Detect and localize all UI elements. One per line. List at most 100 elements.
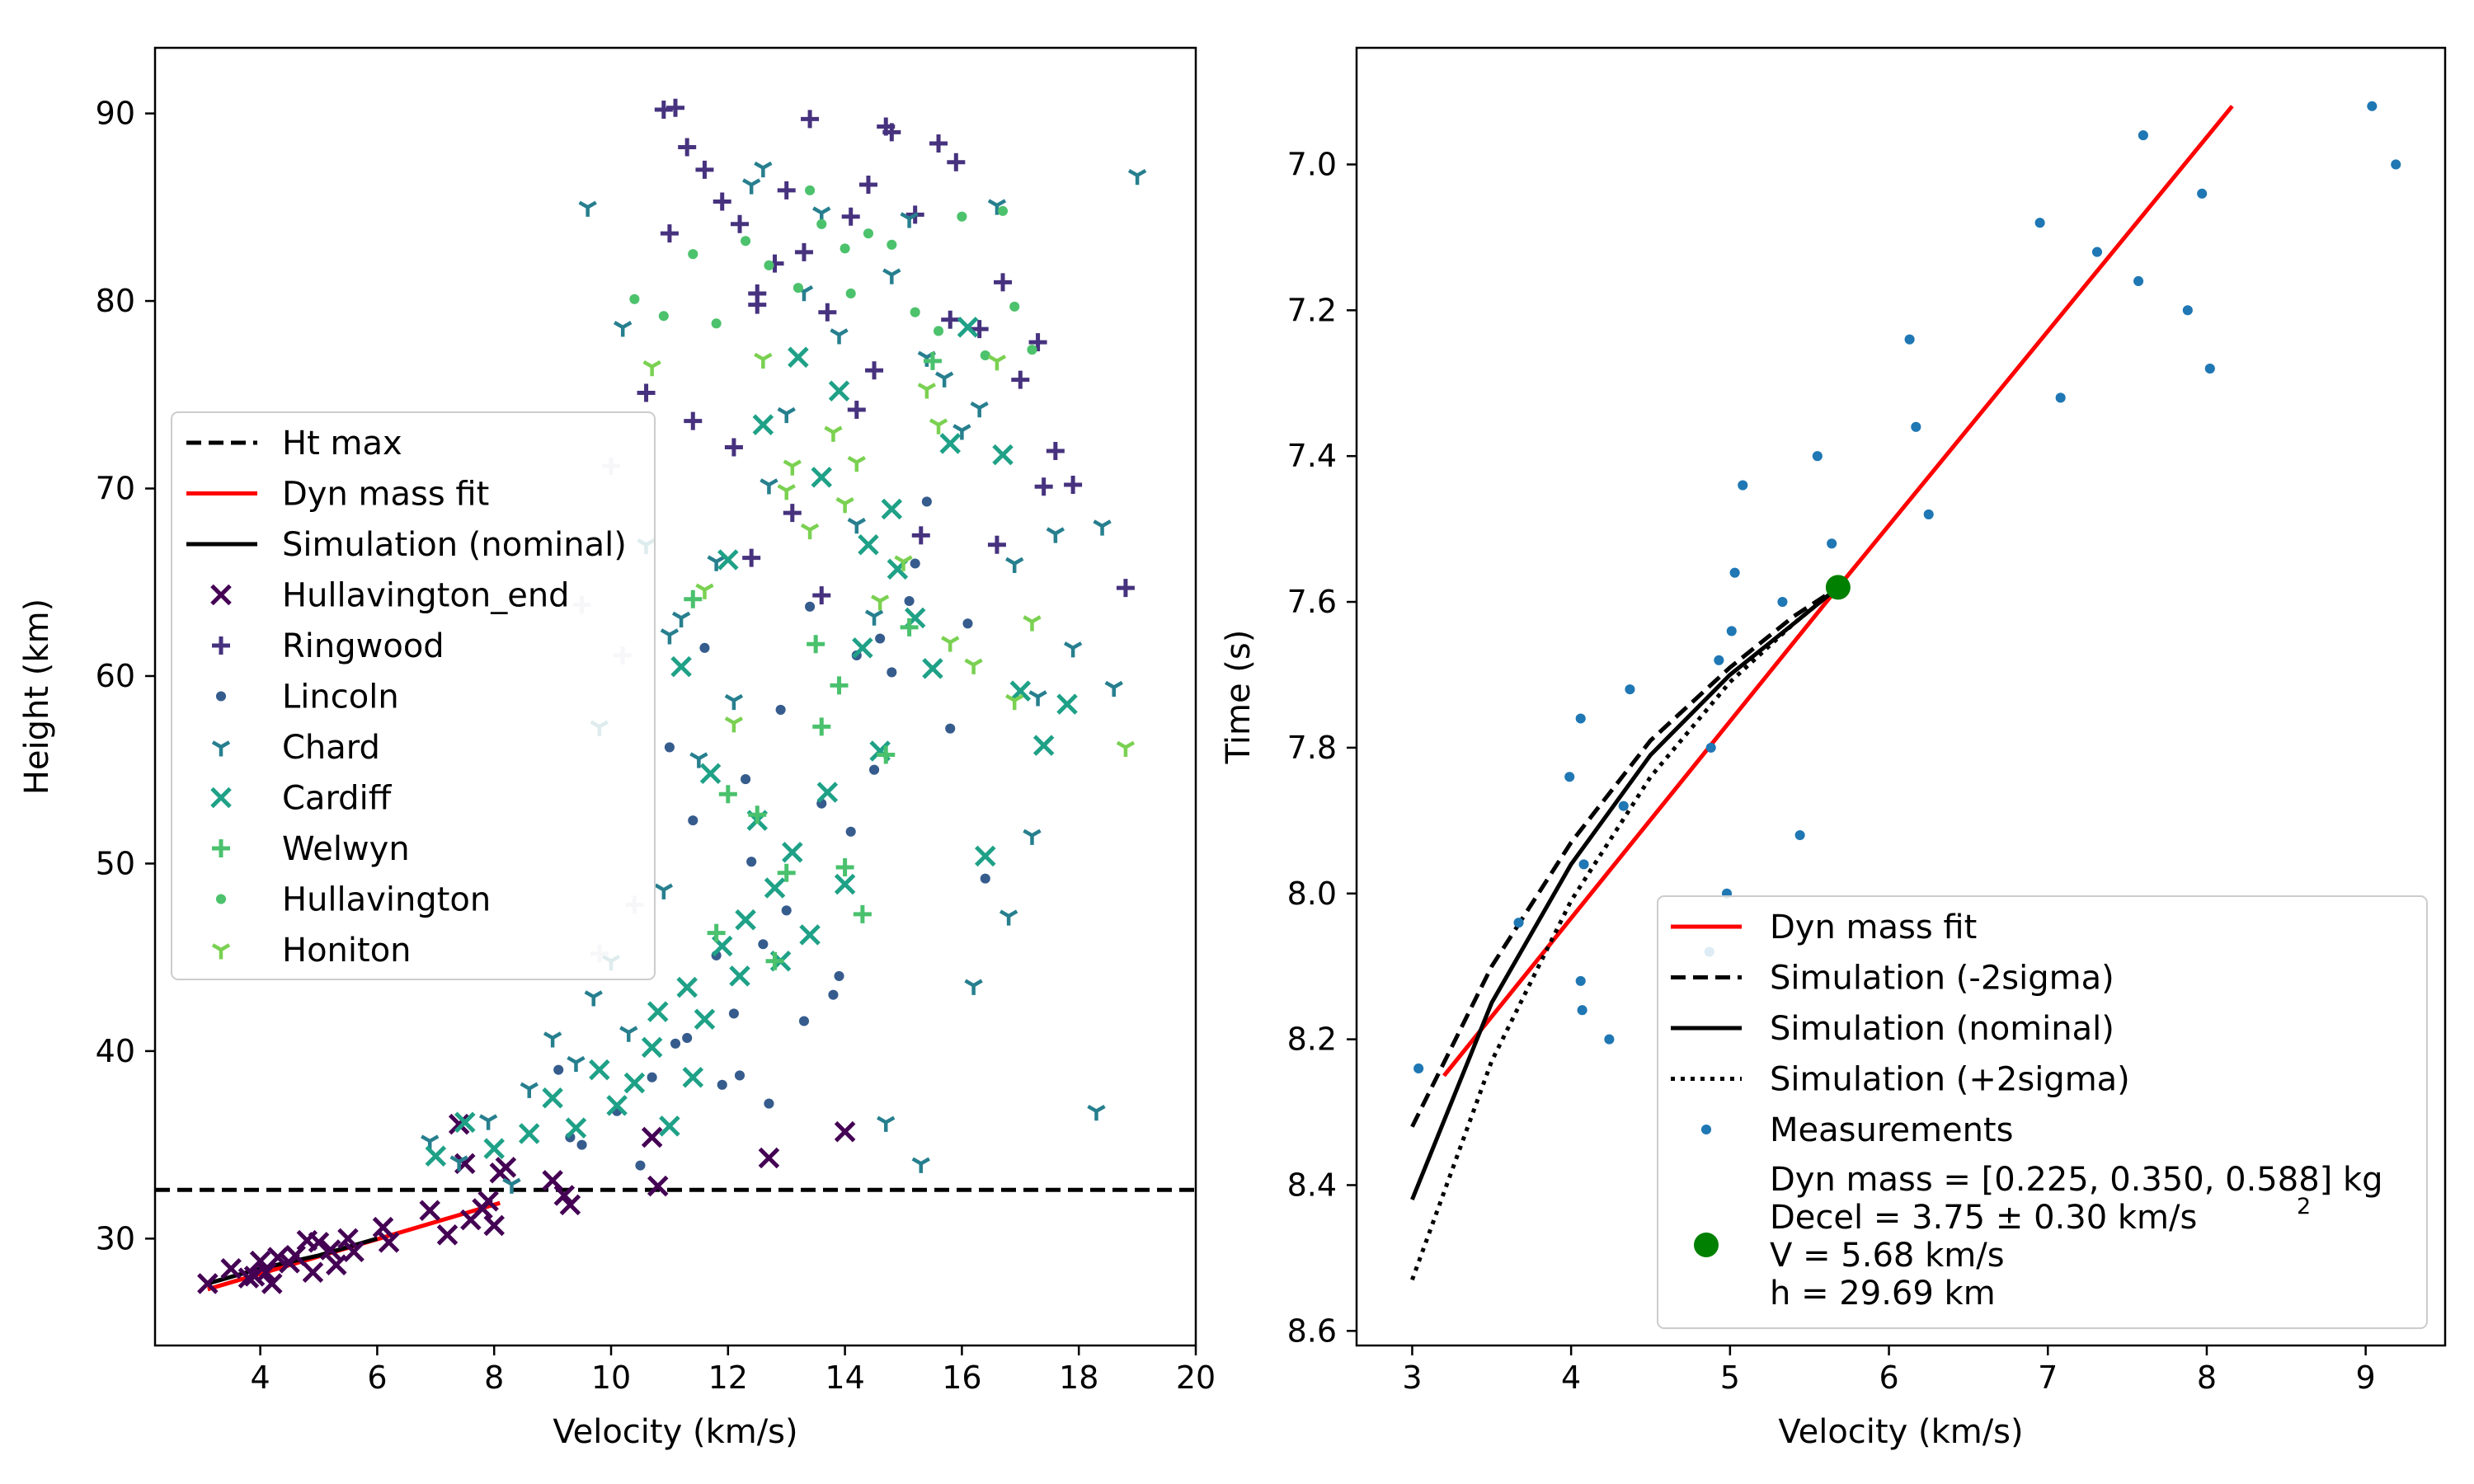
data-point [1714, 655, 1724, 665]
data-point [576, 1139, 587, 1150]
x-axis-label: Velocity (km/s) [553, 1413, 797, 1451]
data-point [760, 478, 778, 495]
x-tick-label: 14 [825, 1360, 864, 1396]
data-point [658, 311, 669, 322]
legend-marker [215, 691, 227, 702]
data-point [781, 905, 792, 916]
data-point [671, 611, 691, 628]
data-point [788, 346, 809, 369]
annotation-height: h = 29.69 km [1770, 1275, 1996, 1313]
data-point [828, 989, 839, 1000]
data-point [1726, 626, 1737, 636]
data-point [864, 609, 884, 626]
data-point [910, 307, 920, 317]
data-point [699, 642, 710, 653]
data-point [929, 418, 948, 434]
data-point [800, 523, 820, 540]
x-tick-label: 20 [1176, 1360, 1216, 1396]
data-point [1911, 421, 1921, 432]
data-point [1046, 527, 1065, 543]
data-point [783, 504, 802, 523]
y-tick-label: 8.2 [1287, 1021, 1337, 1058]
data-point [326, 1254, 347, 1275]
data-point [799, 924, 821, 946]
data-point [746, 857, 757, 867]
data-point [1023, 829, 1042, 845]
data-point [730, 214, 749, 233]
data-point [852, 637, 873, 659]
data-point [1028, 690, 1047, 707]
data-point [992, 444, 1014, 466]
data-point [887, 667, 897, 678]
data-point [758, 939, 769, 950]
data-point [729, 965, 750, 987]
data-point [717, 1079, 727, 1090]
data-point [939, 433, 961, 454]
right-chart: 3 4 5 6 7 8 9 7.0 7.2 7.4 7.6 7.8 8.0 8.2 8.4 8.6 Veloci… [1220, 46, 2447, 1451]
data-point [1127, 168, 1147, 186]
data-point [238, 1267, 260, 1289]
data-point [682, 1066, 704, 1088]
y-tick-label: 50 [96, 845, 135, 881]
data-point [689, 752, 708, 768]
y-tick-label: 70 [96, 471, 135, 507]
data-point [688, 249, 698, 260]
data-point [870, 594, 890, 611]
data-point [553, 1064, 564, 1075]
data-point [255, 1261, 277, 1284]
data-point [695, 160, 714, 179]
data-point [980, 873, 990, 884]
data-point [243, 1266, 266, 1287]
data-point [782, 842, 803, 863]
data-point [1738, 480, 1748, 491]
data-point [987, 535, 1006, 554]
x-tick-label: 6 [367, 1360, 387, 1396]
data-point [987, 199, 1007, 215]
data-point [372, 1216, 394, 1238]
data-point [858, 176, 877, 195]
data-point [793, 283, 803, 294]
data-point [2055, 392, 2066, 403]
data-point [818, 303, 837, 322]
data-point [812, 586, 831, 605]
data-point [676, 976, 698, 998]
data-point [449, 1155, 468, 1172]
data-point [754, 352, 773, 369]
legend-label: Dyn mass fit [1770, 909, 1977, 946]
data-point [735, 909, 756, 931]
legend-marker [1700, 1124, 1712, 1135]
data-point [711, 318, 722, 329]
y-tick-label: 8.0 [1287, 876, 1337, 912]
series-cardiff [425, 317, 1078, 1167]
legend-label: Simulation (nominal) [1770, 1010, 2114, 1048]
y-axis-label: Time (s) [1220, 630, 1258, 765]
x-tick-label: 8 [484, 1360, 504, 1396]
data-point [805, 185, 816, 195]
data-point [2138, 130, 2148, 141]
data-point [741, 774, 751, 785]
annotation-decel: Decel = 3.75 ± 0.30 km/s [1770, 1199, 2197, 1237]
data-point [941, 636, 960, 652]
data-point [777, 181, 796, 200]
data-point [1034, 477, 1053, 496]
data-point [436, 1224, 459, 1246]
data-point [929, 134, 948, 153]
data-point [957, 317, 979, 338]
data-point [578, 200, 597, 217]
annotation-dyn-mass: Dyn mass = [0.225, 0.350, 0.588] kg [1770, 1161, 2383, 1199]
data-point [828, 380, 850, 402]
data-point [875, 633, 886, 644]
legend-label: Lincoln [282, 679, 399, 716]
legend-marker [210, 787, 232, 809]
data-point [754, 161, 773, 178]
data-point [847, 400, 866, 419]
data-point [964, 979, 983, 995]
y-tick-label: 8.4 [1287, 1167, 1337, 1203]
data-point [682, 1032, 693, 1044]
data-point [1564, 772, 1575, 782]
x-tick-label: 4 [251, 1360, 270, 1396]
data-point [882, 268, 901, 284]
data-point [520, 1082, 539, 1098]
y-tick-label: 40 [96, 1033, 135, 1069]
